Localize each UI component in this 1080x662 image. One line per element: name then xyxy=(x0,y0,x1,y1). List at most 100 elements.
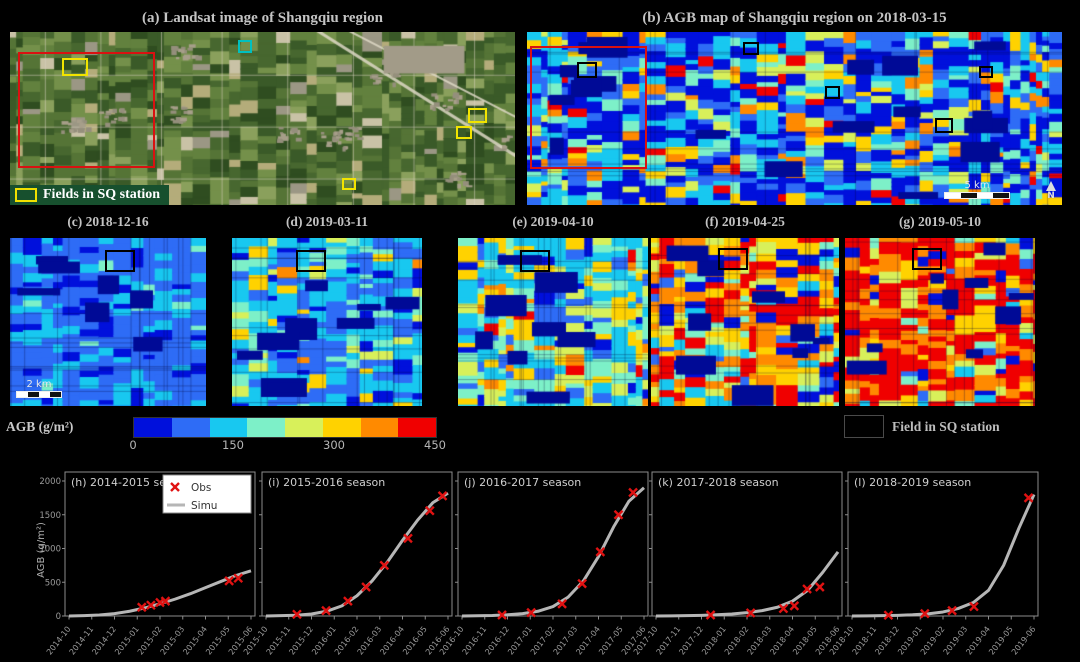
season-chart-l: 2018-102018-112018-122019-012019-022019-… xyxy=(828,471,1039,657)
obs-marker xyxy=(595,547,606,557)
black-field-box-icon xyxy=(845,416,883,437)
field-marker-box xyxy=(456,126,472,139)
scalebar-bar xyxy=(16,391,62,398)
panel-f-title: (f) 2019-04-25 xyxy=(705,214,785,229)
colorbar-segment xyxy=(209,418,248,437)
chart-title: (h) 2014-2015 season xyxy=(71,476,192,489)
y-axis-label: AGB (g/m²) xyxy=(36,522,47,578)
field-marker-box xyxy=(743,42,759,55)
obs-marker xyxy=(160,596,171,606)
agb-map-c-canvas xyxy=(10,238,206,406)
panel-e-title: (e) 2019-04-10 xyxy=(512,214,594,229)
satellite-canvas xyxy=(10,32,515,205)
obs-marker xyxy=(292,609,302,620)
obs-marker xyxy=(497,610,507,620)
north-arrow-icon: N xyxy=(1046,181,1056,201)
yellow-field-box-icon xyxy=(15,188,37,202)
obs-marker xyxy=(170,482,180,492)
panel-g-map xyxy=(845,238,1035,406)
field-marker-box xyxy=(105,250,135,272)
colorbar-segment xyxy=(285,418,323,437)
subregion-red-box xyxy=(18,52,155,168)
colorbar-segment xyxy=(360,418,399,437)
subregion-red-box xyxy=(530,46,647,169)
obs-marker xyxy=(233,573,244,584)
y-tick-label: 1000 xyxy=(39,545,61,555)
colorbar-tick: 0 xyxy=(129,438,137,452)
obs-marker xyxy=(403,533,413,544)
fields-badge-label: Fields in SQ station xyxy=(43,187,161,202)
panel-a-title: (a) Landsat image of Shangqiu region xyxy=(141,10,383,26)
panel-a-map: Fields in SQ station xyxy=(10,32,515,205)
chart-legend xyxy=(162,474,252,514)
plot-frame xyxy=(457,471,649,617)
y-tick-label: 2000 xyxy=(39,477,61,487)
plot-frame xyxy=(261,471,453,617)
field-marker-box xyxy=(577,62,597,78)
agb-map-f-canvas xyxy=(651,238,839,406)
obs-marker xyxy=(628,487,638,498)
colorbar-segment xyxy=(322,418,361,437)
obs-marker xyxy=(437,491,448,501)
obs-marker xyxy=(814,582,825,592)
obs-marker xyxy=(969,601,979,612)
obs-marker xyxy=(745,608,756,618)
chart-title: (i) 2015-2016 season xyxy=(268,476,385,489)
fields-badge: Fields in SQ station xyxy=(10,185,170,205)
plot-frame xyxy=(651,471,843,617)
field-marker-box xyxy=(520,250,550,272)
field-marker-box-teal xyxy=(238,40,252,53)
panel-b-map: 5 km N xyxy=(527,32,1062,205)
panel-c-title: (c) 2018-12-16 xyxy=(67,214,149,229)
agb-colorbar xyxy=(133,417,437,438)
season-chart-k: 2017-102017-112017-122018-012018-022018-… xyxy=(632,471,843,657)
obs-marker xyxy=(146,600,156,611)
obs-marker xyxy=(613,509,624,520)
obs-marker xyxy=(577,578,587,589)
panel-d-map xyxy=(232,238,422,406)
agb-map-d-canvas xyxy=(232,238,422,406)
panel-b-title: (b) AGB map of Shangqiu region on 2018-0… xyxy=(642,10,947,26)
colorbar-segment xyxy=(398,418,436,437)
colorbar-tick: 450 xyxy=(424,438,446,452)
field-marker-box xyxy=(296,250,326,272)
field-marker-box xyxy=(468,108,487,123)
obs-marker xyxy=(789,601,800,611)
panel-d-title: (d) 2019-03-11 xyxy=(285,214,369,229)
obs-marker xyxy=(1023,493,1034,503)
panel-e-map xyxy=(458,238,648,406)
field-marker-box xyxy=(718,248,748,270)
obs-marker xyxy=(343,596,353,606)
obs-marker xyxy=(526,607,537,618)
obs-marker xyxy=(947,605,957,616)
agb-map-e-canvas xyxy=(458,238,648,406)
colorbar-tick: 300 xyxy=(323,438,345,452)
field-marker-box xyxy=(342,178,356,190)
y-tick-label: 500 xyxy=(45,578,61,588)
obs-marker xyxy=(379,560,390,571)
field-marker-box xyxy=(62,58,88,76)
obs-marker xyxy=(424,505,435,516)
season-chart-j: 2016-102016-112016-122017-012017-022017-… xyxy=(438,471,649,657)
obs-marker xyxy=(705,610,716,620)
obs-marker xyxy=(557,599,567,609)
obs-marker xyxy=(361,582,371,592)
y-tick-label: 0 xyxy=(56,612,61,622)
obs-marker xyxy=(883,610,894,621)
colorbar-segment xyxy=(247,418,285,437)
chart-title: (l) 2018-2019 season xyxy=(854,476,971,489)
x-tick-label: 2019-06 xyxy=(1010,625,1038,657)
colorbar-tick: 150 xyxy=(222,438,244,452)
field-marker-legend: Field in SQ station xyxy=(845,416,1000,437)
legend-simu-label: Simu xyxy=(191,500,217,512)
obs-marker xyxy=(224,576,235,586)
scalebar: 2 km xyxy=(16,379,62,398)
simu-line xyxy=(461,486,645,618)
scalebar: 5 km xyxy=(944,180,1010,199)
legend-obs-label: Obs xyxy=(191,482,211,494)
field-marker-box xyxy=(935,118,953,133)
season-chart-i: 2015-102015-112015-122016-012016-022016-… xyxy=(242,471,453,657)
colorbar-segment xyxy=(171,418,210,437)
